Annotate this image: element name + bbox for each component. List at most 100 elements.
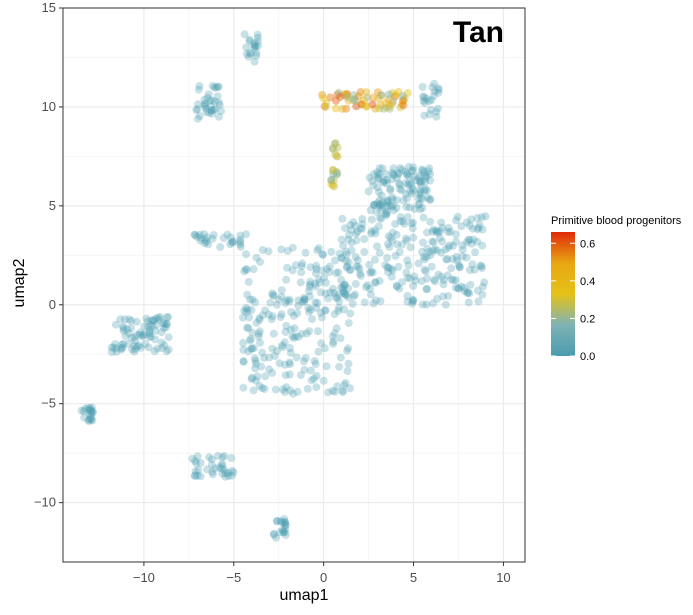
data-point — [337, 235, 346, 244]
data-point — [139, 330, 148, 339]
data-point — [387, 175, 396, 184]
data-point — [330, 329, 339, 338]
data-point — [404, 162, 413, 171]
data-point — [437, 272, 446, 281]
data-point — [196, 230, 204, 239]
data-point — [201, 99, 210, 108]
data-point — [366, 206, 375, 215]
data-point — [346, 220, 355, 229]
data-point — [369, 201, 378, 210]
data-point — [375, 169, 384, 178]
data-point — [330, 310, 339, 318]
data-point — [402, 170, 411, 179]
data-point — [281, 525, 290, 533]
legend-tick-label: 0.0 — [580, 351, 595, 363]
data-point — [112, 344, 121, 353]
data-point — [387, 202, 396, 211]
data-point — [418, 166, 427, 175]
data-point — [463, 289, 472, 297]
data-point — [383, 175, 392, 184]
data-point — [331, 139, 339, 148]
data-point — [217, 464, 226, 473]
data-point — [382, 209, 391, 218]
data-point — [200, 230, 208, 238]
data-point — [350, 91, 359, 100]
data-point — [127, 316, 136, 325]
data-point — [255, 327, 264, 336]
data-point — [327, 176, 336, 185]
data-point — [423, 285, 431, 294]
data-point — [286, 325, 295, 334]
data-point — [209, 105, 218, 114]
data-point — [242, 308, 251, 316]
data-point — [417, 247, 426, 256]
data-point — [388, 228, 397, 237]
data-point — [392, 230, 401, 239]
data-point — [393, 282, 401, 291]
data-point — [268, 344, 277, 353]
data-point — [428, 83, 437, 92]
data-point — [429, 225, 438, 234]
data-point — [382, 179, 391, 188]
data-point — [423, 193, 432, 202]
data-point — [367, 229, 376, 238]
data-point — [478, 241, 487, 250]
data-point — [336, 92, 345, 101]
data-point — [478, 225, 487, 234]
data-point — [405, 179, 414, 188]
data-point — [419, 238, 427, 247]
data-point — [286, 348, 295, 357]
data-point — [292, 353, 301, 362]
data-point — [264, 310, 273, 319]
y-axis-title: umap2 — [11, 258, 28, 307]
data-point — [420, 168, 428, 177]
data-point — [123, 325, 132, 334]
data-point — [400, 94, 409, 102]
data-point — [341, 247, 350, 256]
data-point — [341, 224, 350, 233]
data-point — [242, 43, 251, 52]
data-point — [430, 275, 439, 284]
data-point — [116, 315, 125, 324]
data-point — [247, 375, 256, 383]
data-point — [141, 340, 150, 348]
data-point — [249, 386, 258, 395]
data-point — [144, 343, 153, 352]
data-point — [307, 376, 316, 385]
data-point — [333, 170, 342, 179]
data-point — [193, 105, 202, 114]
data-point — [124, 339, 133, 348]
data-point — [389, 170, 398, 179]
data-point — [393, 240, 402, 249]
data-point — [329, 337, 338, 346]
data-point — [425, 196, 434, 204]
data-point — [314, 244, 323, 253]
data-point — [130, 333, 139, 342]
data-point — [331, 256, 340, 265]
data-point — [280, 515, 289, 524]
data-point — [465, 289, 474, 298]
data-point — [398, 217, 407, 226]
data-point — [360, 298, 369, 307]
data-point — [453, 256, 462, 265]
data-point — [285, 358, 294, 367]
data-point — [205, 108, 213, 117]
data-point — [404, 180, 413, 189]
data-point — [351, 279, 360, 288]
data-point — [272, 533, 281, 542]
data-point — [147, 332, 155, 341]
data-point — [236, 231, 245, 240]
data-point — [399, 96, 408, 105]
data-point — [312, 371, 321, 380]
data-point — [300, 297, 309, 306]
data-point — [403, 89, 412, 98]
data-point — [474, 297, 483, 306]
data-point — [396, 217, 405, 225]
data-point — [458, 245, 467, 254]
data-point — [196, 236, 205, 245]
data-point — [388, 99, 397, 108]
data-point — [139, 331, 148, 340]
data-point — [109, 343, 118, 352]
data-point — [152, 321, 161, 330]
data-point — [382, 207, 391, 216]
